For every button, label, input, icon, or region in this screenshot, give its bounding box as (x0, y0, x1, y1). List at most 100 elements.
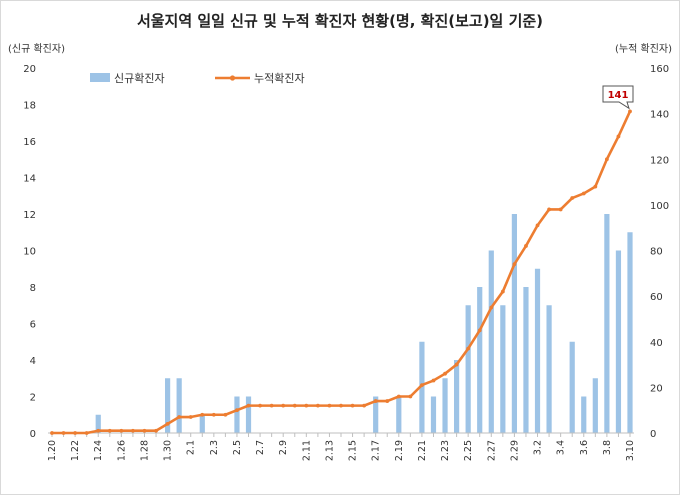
cumulative-point-2.15 (350, 403, 355, 408)
cumulative-point-2.18 (385, 399, 390, 403)
bar-new-cases-2.27 (488, 250, 494, 433)
left-tick-label: 0 (30, 429, 36, 440)
cumulative-point-3.8 (604, 157, 609, 162)
bar-new-cases-2.6 (245, 396, 252, 433)
x-tick-label: 2.25 (463, 440, 474, 461)
x-tick-label: 2.11 (301, 440, 312, 461)
x-tick-label: 3.8 (602, 440, 613, 455)
bar-new-cases-2.21 (419, 341, 425, 433)
cumulative-point-3.9 (616, 134, 621, 139)
cumulative-point-2.10 (292, 403, 297, 408)
x-tick-label: 1.30 (163, 440, 174, 461)
cumulative-point-1.21 (61, 431, 66, 435)
cumulative-point-2.6 (246, 403, 251, 408)
left-tick-label: 12 (23, 210, 36, 221)
bar-new-cases-2.24 (454, 360, 460, 433)
bar-new-cases-3.8 (604, 214, 610, 433)
cumulative-point-2.12 (315, 403, 320, 408)
cumulative-point-2.19 (396, 394, 401, 399)
bar-new-cases-3.9 (615, 250, 622, 433)
bar-new-cases-2.23 (442, 378, 448, 433)
x-tick-label: 3.6 (579, 440, 590, 455)
right-tick-label: 60 (650, 292, 663, 303)
x-tick-label: 2.9 (278, 440, 289, 455)
cumulative-point-2.20 (408, 394, 413, 399)
bar-new-cases-2.25 (465, 305, 471, 433)
cumulative-point-1.30 (165, 421, 170, 426)
bar-new-cases-2.5 (234, 396, 240, 433)
cumulative-point-2.26 (477, 328, 482, 333)
cumulative-point-2.2 (200, 412, 205, 417)
cumulative-point-3.1 (524, 244, 528, 248)
cumulative-point-1.26 (119, 428, 124, 433)
bar-new-cases-2.2 (199, 414, 205, 433)
bar-new-cases-3.7 (592, 378, 598, 433)
cumulative-point-3.3 (547, 207, 551, 212)
bar-new-cases-1.30 (165, 378, 171, 433)
left-tick-label: 10 (23, 247, 36, 258)
x-tick-label: 1.22 (70, 440, 81, 461)
x-axis: 1.20 1.22 1.24 1.26 1.28 1.30 2.1 2.3 2.5 2.7 2.9 2… (47, 432, 636, 461)
callout-annotation: 141 (602, 85, 634, 110)
left-tick-label: 2 (30, 393, 36, 404)
left-axis: 0 2 4 6 8 10 12 14 16 18 20 (23, 64, 36, 440)
cumulative-point-2.17 (373, 399, 378, 403)
x-tick-label: 2.21 (417, 440, 428, 461)
line-series-cumulative-cases (50, 109, 632, 435)
left-axis-unit-label: (신규 확진자) (8, 43, 65, 55)
callout-label: 141 (608, 90, 629, 101)
x-tick-label: 3.4 (556, 440, 567, 455)
x-tick-label: 2.13 (324, 440, 335, 461)
cumulative-point-1.23 (84, 431, 89, 435)
cumulative-point-2.4 (223, 412, 228, 417)
chart-title: 서울지역 일일 신규 및 누적 확진자 현황(명, 확진(보고)일 기준) (137, 12, 543, 30)
x-tick-label: 3.2 (533, 440, 544, 455)
right-tick-label: 20 (650, 383, 663, 394)
x-tick-label: 2.5 (232, 440, 243, 455)
cumulative-point-2.1 (188, 415, 193, 419)
legend-swatch-new-cases (90, 73, 110, 82)
legend-label-cumulative-cases: 누적확진자 (254, 72, 305, 85)
right-tick-label: 140 (650, 110, 669, 121)
bar-new-cases-2.29 (511, 214, 517, 433)
left-tick-label: 18 (23, 101, 36, 112)
bar-new-cases-3.10 (627, 232, 633, 433)
bar-new-cases-2.17 (373, 396, 379, 433)
bar-new-cases-3.6 (581, 396, 587, 433)
bar-series-new-cases (95, 214, 633, 433)
cumulative-point-2.8 (269, 403, 274, 408)
cumulative-point-2.25 (466, 346, 471, 351)
cumulative-point-2.16 (362, 403, 367, 408)
right-tick-label: 80 (650, 247, 663, 258)
x-tick-label: 2.17 (371, 440, 382, 461)
cumulative-point-2.22 (431, 378, 436, 383)
cumulative-point-2.5 (235, 408, 239, 413)
right-axis-unit-label: (누적 확진자) (615, 43, 672, 55)
legend-label-new-cases: 신규확진자 (114, 72, 165, 85)
legend-swatch-cumulative-marker (229, 75, 236, 81)
cumulative-point-2.24 (454, 362, 459, 367)
bar-new-cases-3.2 (534, 268, 541, 433)
right-axis: 0 20 40 60 80 100 120 140 160 (650, 64, 669, 440)
x-tick-label: 2.19 (394, 440, 405, 461)
cumulative-point-2.29 (512, 262, 517, 267)
x-tick-label: 1.26 (116, 440, 127, 461)
left-tick-label: 20 (23, 64, 36, 75)
cumulative-point-2.9 (281, 403, 286, 408)
x-tick-label: 2.27 (486, 440, 497, 461)
bar-new-cases-3.5 (569, 341, 575, 433)
left-tick-label: 14 (23, 174, 36, 185)
x-tick-label: 2.29 (509, 440, 520, 461)
cumulative-point-2.23 (443, 371, 447, 376)
bar-new-cases-2.26 (477, 287, 483, 433)
cumulative-point-3.7 (593, 184, 598, 189)
bar-new-cases-2.28 (500, 305, 506, 433)
cumulative-point-1.31 (177, 415, 182, 419)
cumulative-point-1.28 (142, 428, 147, 433)
cumulative-point-3.10 (628, 109, 632, 114)
right-tick-label: 100 (650, 201, 669, 212)
cumulative-point-2.21 (420, 383, 424, 387)
cumulative-point-3.5 (570, 196, 575, 200)
